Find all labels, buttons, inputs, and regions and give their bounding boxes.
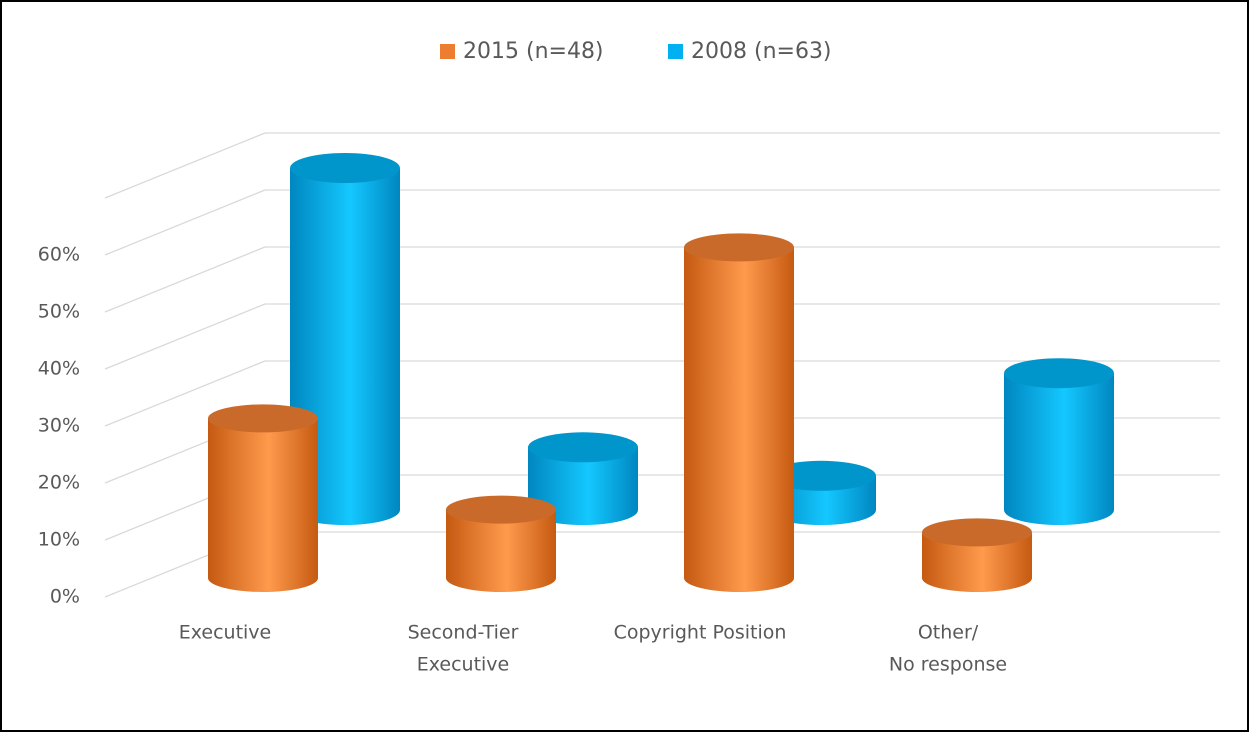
y-tick-label: 60% [38, 244, 80, 266]
cylinder [208, 404, 318, 592]
cylinder-top [684, 233, 794, 262]
cylinder-top [208, 404, 318, 433]
cylinder-top [446, 495, 556, 524]
cylinder-body [446, 509, 556, 592]
cylinder [684, 233, 794, 592]
grid-line [104, 246, 266, 313]
cylinder [922, 518, 1032, 592]
x-tick-label: Executive [179, 622, 272, 644]
y-tick-label: 20% [38, 472, 80, 494]
legend-label: 2008 (n=63) [691, 39, 832, 64]
cylinder-top [290, 153, 400, 183]
y-tick-label: 10% [38, 529, 80, 551]
grid-line [104, 189, 266, 256]
cylinder [446, 495, 556, 592]
x-tick-label: Other/ [918, 622, 979, 644]
cylinder-body [922, 532, 1032, 592]
x-tick-label: Copyright Position [614, 622, 787, 644]
cylinder [528, 432, 638, 525]
y-tick-label: 30% [38, 415, 80, 437]
legend-swatch [668, 44, 683, 59]
cylinder-top [528, 432, 638, 463]
legend-label: 2015 (n=48) [463, 39, 604, 64]
cylinder-top [922, 518, 1032, 547]
legend-swatch [440, 44, 455, 59]
cylinder-body [684, 247, 794, 592]
grid-line [104, 360, 266, 427]
y-tick-label: 0% [50, 586, 80, 608]
y-tick-label: 50% [38, 301, 80, 323]
grid-line [104, 132, 266, 199]
x-tick-label: Second-Tier [408, 622, 519, 644]
x-tick-label: No response [889, 654, 1007, 676]
cylinder-top [1004, 358, 1114, 389]
cylinder-body [208, 418, 318, 592]
grid-line [104, 303, 266, 370]
cylinder-body [1004, 373, 1114, 525]
cylinder-body [528, 447, 638, 525]
x-tick-label: Executive [417, 654, 510, 676]
y-tick-label: 40% [38, 358, 80, 380]
cylinder [1004, 358, 1114, 525]
